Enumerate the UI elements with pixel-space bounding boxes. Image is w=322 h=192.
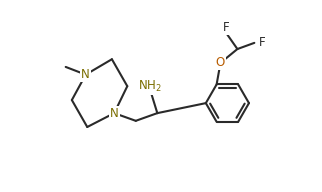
Text: N: N [81,68,90,81]
Text: F: F [223,21,230,34]
Text: F: F [259,36,265,49]
Text: NH$_2$: NH$_2$ [138,79,162,94]
Text: O: O [216,56,225,69]
Text: N: N [110,107,118,120]
